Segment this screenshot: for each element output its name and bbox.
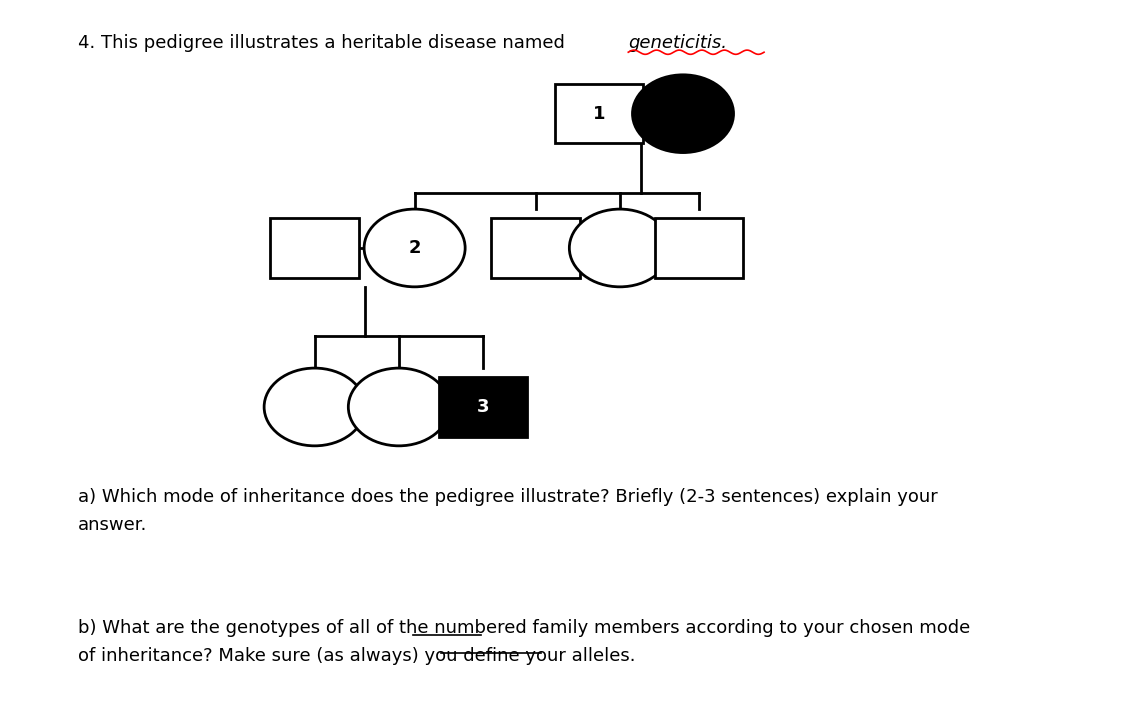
Ellipse shape (264, 368, 365, 446)
Bar (555, 84, 644, 144)
Text: 2: 2 (409, 239, 421, 257)
Text: a) Which mode of inheritance does the pedigree illustrate? Briefly (2-3 sentence: a) Which mode of inheritance does the pe… (78, 488, 938, 534)
Text: geneticitis.: geneticitis. (629, 34, 728, 52)
Text: b) What are the genotypes of all of the numbered family members according to you: b) What are the genotypes of all of the … (78, 619, 970, 665)
Ellipse shape (632, 75, 733, 152)
Bar (655, 218, 743, 277)
Ellipse shape (570, 209, 671, 287)
Text: 4. This pedigree illustrates a heritable disease named: 4. This pedigree illustrates a heritable… (78, 34, 571, 52)
Text: 1: 1 (592, 104, 605, 123)
Text: 3: 3 (477, 398, 489, 416)
Bar (270, 218, 359, 277)
Bar (491, 218, 580, 277)
Bar (439, 378, 528, 437)
Ellipse shape (348, 368, 449, 446)
Ellipse shape (364, 209, 465, 287)
